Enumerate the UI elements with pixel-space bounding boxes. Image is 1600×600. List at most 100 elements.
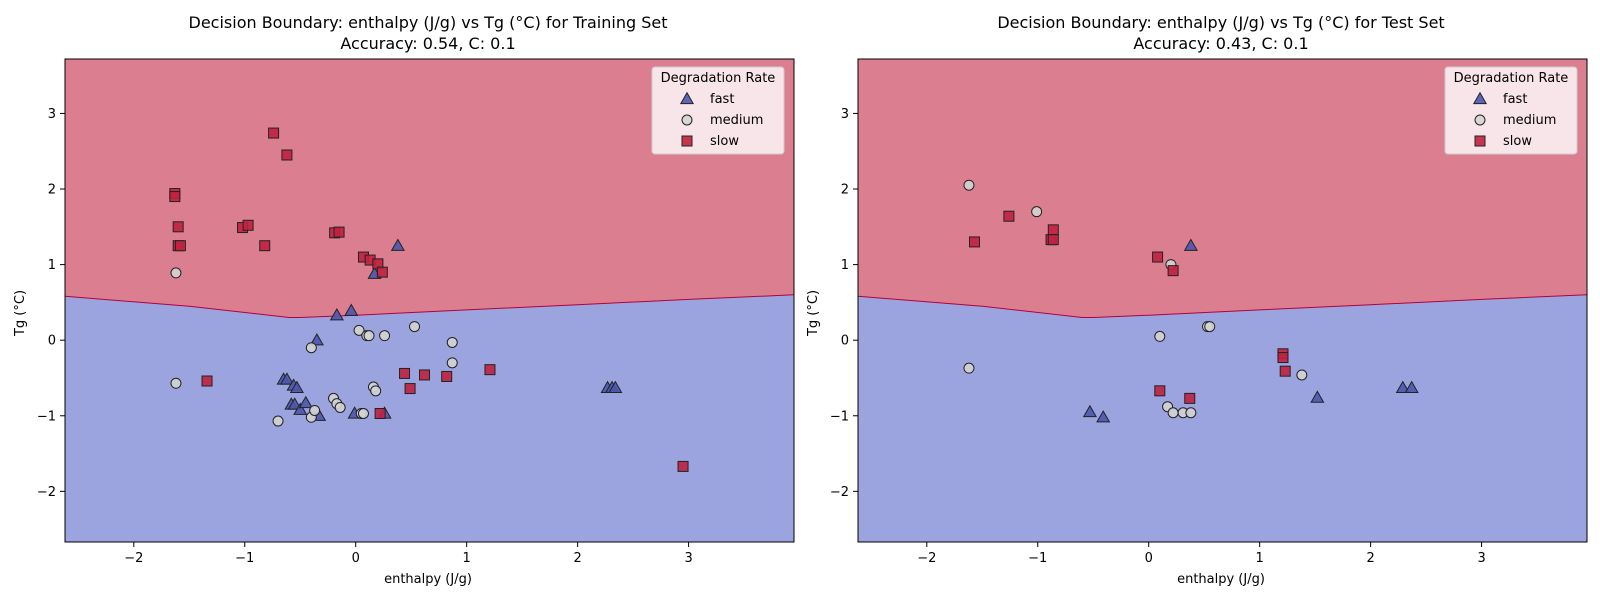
y-tick-label: −2 [37,485,56,500]
medium-point [170,377,182,389]
medium-point [446,336,458,348]
fast-point [309,332,324,346]
slow-region [858,59,1587,318]
x-tick-label: 0 [1145,551,1153,566]
slow-point [441,370,453,382]
y-tick-label: 2 [48,183,56,198]
y-tick-label: 2 [841,183,849,198]
legend-title: Degradation Rate [1454,71,1569,86]
training-set-panel: −2 −1 0 1 2 3 −2 −1 0 1 2 3 Decision Boundary: enth… [13,13,795,587]
y-tick-label: 3 [48,107,56,122]
y-axis-label: Tg (°C) [13,290,28,337]
slow-point [374,408,386,420]
slow-point [242,219,254,231]
legend-label-slow: slow [1503,134,1532,149]
chart-subtitle: Accuracy: 0.43, C: 0.1 [1133,34,1308,53]
medium-point [1154,330,1166,342]
slow-point [484,364,496,376]
legend-label-fast: fast [1503,92,1527,107]
slow-point [419,369,431,381]
slow-point [404,383,416,395]
x-tick-label: 3 [1477,551,1485,566]
slow-region [65,59,794,318]
legend-marker-slow [681,135,693,147]
y-tick-label: −2 [830,485,849,500]
slow-point [1003,210,1015,222]
fast-point [1082,404,1097,418]
fast-point [1404,380,1419,393]
x-tick-label: 3 [684,551,692,566]
legend-label-slow: slow [710,134,739,149]
legend-marker-slow [1474,135,1486,147]
legend-marker-fast [1472,91,1488,105]
x-tick-label: −1 [235,551,254,566]
fast-point [1310,390,1325,403]
slow-point [174,240,186,252]
slow-point [969,236,981,248]
y-tick-label: 1 [841,258,849,273]
legend-label-fast: fast [710,92,734,107]
slow-point [169,191,181,203]
medium-point [370,385,382,397]
y-tick-label: 0 [48,334,56,349]
medium-point [305,342,317,354]
decision-boundary-line [858,294,1587,318]
slow-point [1277,352,1289,364]
medium-point [357,408,369,420]
x-axis-label: enthalpy (J/g) [1177,572,1265,587]
x-tick-label: 1 [1256,551,1264,566]
y-tick-label: −1 [37,409,56,424]
slow-point [281,149,293,161]
medium-point [1031,206,1043,218]
legend-marker-medium [681,114,693,126]
legend-label-medium: medium [710,113,763,128]
slow-point [1047,234,1059,246]
axes-frame [64,58,795,543]
chart-title: Decision Boundary: enthalpy (J/g) vs Tg … [997,13,1444,32]
slow-point [1152,251,1164,263]
legend-label-medium: medium [1503,113,1556,128]
slow-point [333,226,345,238]
slow-point [1167,265,1179,277]
medium-point [272,415,284,427]
y-tick-label: 3 [841,107,849,122]
fast-point [390,238,405,251]
y-tick-label: 0 [841,334,849,349]
medium-point [446,357,458,369]
fast-point [329,308,344,321]
x-tick-label: 2 [573,551,581,566]
x-tick-label: 0 [352,551,360,566]
medium-point [1204,321,1216,333]
y-tick-label: −1 [830,409,849,424]
legend-marker-medium [1474,114,1486,126]
slow-point [259,240,271,252]
plot-area [858,59,1587,542]
slow-point [1279,365,1291,377]
x-tick-label: 2 [1366,551,1374,566]
medium-point [353,324,365,336]
slow-point [399,367,411,379]
medium-point [409,321,421,333]
legend-box [1444,66,1578,155]
x-tick-label: −2 [917,551,936,566]
legend-title: Degradation Rate [661,71,776,86]
fast-point [293,402,308,415]
fast-point [298,395,313,409]
medium-point [1167,407,1179,419]
chart-subtitle: Accuracy: 0.54, C: 0.1 [340,34,515,53]
fast-point [1096,410,1111,423]
slow-point [376,266,388,278]
slow-point [677,460,689,472]
medium-point [334,401,346,413]
slow-point [1184,392,1196,404]
medium-point [1296,369,1308,381]
fast-point [608,380,623,393]
medium-point [309,404,321,416]
slow-point [172,221,184,233]
medium-point [379,330,391,342]
axes-frame [857,58,1588,543]
y-tick-label: 1 [48,258,56,273]
medium-point [170,267,182,279]
fast-point [1183,238,1198,251]
